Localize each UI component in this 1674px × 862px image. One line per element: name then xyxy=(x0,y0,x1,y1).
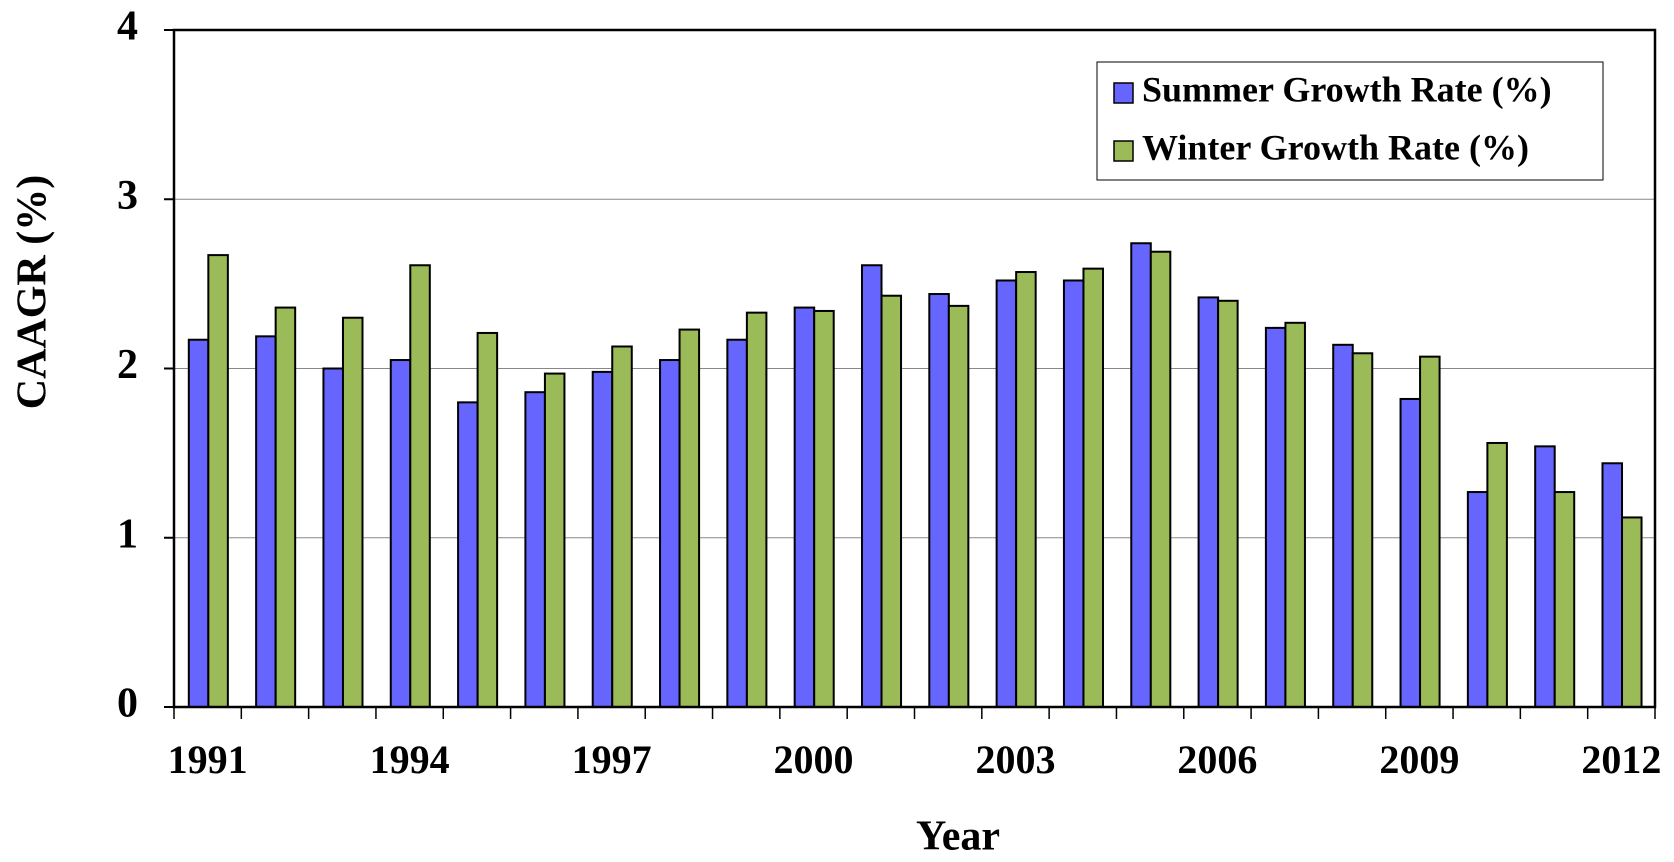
x-tick-label: 2009 xyxy=(1379,737,1459,782)
bar xyxy=(409,264,431,708)
bar xyxy=(1621,516,1643,708)
bar xyxy=(1015,271,1037,708)
bar xyxy=(1264,326,1287,708)
bar xyxy=(1553,491,1576,708)
bar xyxy=(928,293,950,708)
plot-border xyxy=(172,28,1657,709)
x-tick-label: 2000 xyxy=(774,737,854,782)
y-tick-label: 3 xyxy=(117,173,138,219)
bar xyxy=(187,338,210,708)
x-axis-label: Year xyxy=(916,814,1000,860)
bar xyxy=(591,370,614,708)
bar xyxy=(1419,355,1441,708)
x-tick-label: 1997 xyxy=(572,737,652,782)
legend-box xyxy=(1096,61,1604,181)
bar xyxy=(543,372,566,708)
bar xyxy=(678,328,701,708)
bar xyxy=(1130,242,1152,708)
bar xyxy=(1197,296,1220,708)
bar xyxy=(659,359,681,708)
x-tick-label: 2006 xyxy=(1177,737,1257,782)
bar xyxy=(255,335,277,708)
bar xyxy=(476,331,499,708)
bar xyxy=(813,309,835,708)
bar xyxy=(457,401,479,708)
bar xyxy=(726,338,748,708)
bar xyxy=(274,306,297,708)
y-tick-label: 2 xyxy=(117,342,138,388)
legend-label: Summer Growth Rate (%) xyxy=(1142,69,1552,109)
bar xyxy=(1149,250,1172,708)
bar xyxy=(1466,491,1489,708)
bar xyxy=(1332,343,1354,708)
bar xyxy=(745,311,768,708)
bar xyxy=(793,306,816,708)
bar xyxy=(1082,267,1104,708)
y-tick-label: 4 xyxy=(117,4,138,50)
bar xyxy=(1399,397,1422,708)
bar xyxy=(207,254,229,708)
y-tick-label: 1 xyxy=(117,511,138,557)
bar xyxy=(947,304,970,708)
bar xyxy=(1486,441,1508,708)
bar xyxy=(1284,321,1306,708)
legend-swatch xyxy=(1113,82,1134,104)
bar xyxy=(860,264,883,708)
bar xyxy=(1351,352,1374,708)
bar xyxy=(524,391,546,708)
legend-label: Winter Growth Rate (%) xyxy=(1142,127,1529,167)
bar xyxy=(1062,279,1085,708)
legend-swatch xyxy=(1113,140,1134,162)
x-tick-label: 1994 xyxy=(370,737,450,782)
x-tick-label: 2012 xyxy=(1581,737,1661,782)
bar xyxy=(880,294,903,708)
bar xyxy=(322,367,344,708)
bar xyxy=(1601,462,1624,708)
bar xyxy=(341,316,364,708)
bar xyxy=(1534,445,1556,708)
bar xyxy=(389,359,412,708)
y-tick-label: 0 xyxy=(117,681,138,727)
x-tick-label: 2003 xyxy=(975,737,1055,782)
bar xyxy=(995,279,1018,708)
bar xyxy=(611,345,633,708)
y-axis-label: CAAGR (%) xyxy=(10,175,56,409)
bar xyxy=(1217,299,1239,708)
x-tick-label: 1991 xyxy=(168,737,248,782)
